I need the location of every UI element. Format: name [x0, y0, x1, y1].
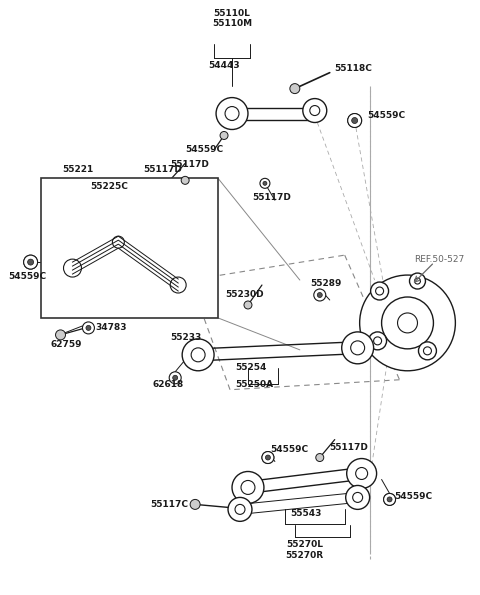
Circle shape: [356, 468, 368, 480]
Circle shape: [173, 375, 178, 380]
Circle shape: [83, 322, 95, 334]
Circle shape: [263, 181, 267, 185]
Circle shape: [216, 98, 248, 130]
Circle shape: [384, 493, 396, 505]
Circle shape: [371, 282, 389, 300]
Text: 55118C: 55118C: [335, 64, 372, 73]
Text: 54559C: 54559C: [9, 272, 47, 281]
Circle shape: [348, 114, 361, 127]
Circle shape: [265, 455, 270, 460]
Text: 55117D: 55117D: [252, 193, 291, 202]
Circle shape: [387, 497, 392, 502]
Circle shape: [56, 330, 65, 340]
Text: 55110L
55110M: 55110L 55110M: [212, 9, 252, 28]
Circle shape: [241, 481, 255, 494]
Text: 54559C: 54559C: [368, 111, 406, 120]
Circle shape: [191, 348, 205, 362]
Circle shape: [104, 228, 132, 256]
Circle shape: [170, 277, 186, 293]
Circle shape: [262, 452, 274, 464]
Circle shape: [376, 287, 384, 295]
Text: 55117D: 55117D: [144, 165, 182, 174]
Circle shape: [169, 372, 181, 384]
Text: 55289: 55289: [310, 279, 341, 288]
Circle shape: [348, 114, 361, 127]
Text: 55250A: 55250A: [235, 380, 273, 389]
Circle shape: [347, 459, 377, 488]
Text: 54559C: 54559C: [270, 444, 308, 453]
Circle shape: [161, 181, 169, 189]
Text: 55117D: 55117D: [330, 443, 369, 452]
Circle shape: [220, 131, 228, 139]
Circle shape: [351, 341, 365, 355]
Circle shape: [373, 337, 382, 345]
Text: 54443: 54443: [208, 61, 240, 70]
Circle shape: [342, 332, 373, 364]
Circle shape: [262, 452, 274, 464]
Text: 54559C: 54559C: [185, 145, 223, 155]
Circle shape: [244, 301, 252, 309]
Text: 55254: 55254: [235, 363, 266, 372]
Circle shape: [360, 275, 456, 371]
Text: 55233: 55233: [170, 333, 202, 342]
Circle shape: [52, 248, 93, 288]
Circle shape: [235, 505, 245, 514]
Text: REF.50-527: REF.50-527: [415, 255, 465, 264]
Circle shape: [423, 347, 432, 355]
Circle shape: [86, 325, 91, 330]
Text: 55230D: 55230D: [225, 290, 264, 299]
Circle shape: [260, 178, 270, 188]
Circle shape: [409, 273, 425, 289]
Circle shape: [346, 486, 370, 509]
Circle shape: [112, 236, 124, 248]
Text: 55270L
55270R: 55270L 55270R: [286, 540, 324, 560]
Circle shape: [316, 453, 324, 462]
Text: 55543: 55543: [290, 509, 321, 518]
FancyBboxPatch shape: [41, 178, 218, 318]
Text: 55221: 55221: [62, 165, 94, 174]
Circle shape: [303, 99, 327, 123]
Text: 55117D: 55117D: [170, 161, 209, 170]
Circle shape: [369, 332, 386, 350]
Circle shape: [28, 259, 34, 265]
Circle shape: [182, 339, 214, 371]
Text: 62759: 62759: [50, 340, 82, 349]
Circle shape: [181, 176, 189, 184]
Circle shape: [415, 278, 420, 284]
Circle shape: [310, 105, 320, 115]
Text: 54559C: 54559C: [395, 493, 432, 502]
Circle shape: [160, 267, 196, 303]
Circle shape: [228, 497, 252, 521]
Text: 34783: 34783: [96, 323, 127, 332]
Text: 62618: 62618: [152, 380, 183, 389]
Circle shape: [382, 297, 433, 349]
Text: 55225C: 55225C: [90, 182, 128, 192]
Circle shape: [24, 255, 37, 269]
Circle shape: [290, 84, 300, 93]
Circle shape: [314, 289, 326, 301]
Circle shape: [317, 293, 322, 298]
Circle shape: [419, 342, 436, 360]
Circle shape: [63, 259, 82, 277]
Circle shape: [225, 107, 239, 121]
Circle shape: [190, 499, 200, 509]
Circle shape: [24, 255, 37, 269]
Text: 55117C: 55117C: [150, 500, 188, 509]
Circle shape: [397, 313, 418, 333]
Circle shape: [353, 493, 363, 502]
Circle shape: [232, 471, 264, 503]
Circle shape: [352, 118, 358, 124]
Circle shape: [384, 493, 396, 505]
